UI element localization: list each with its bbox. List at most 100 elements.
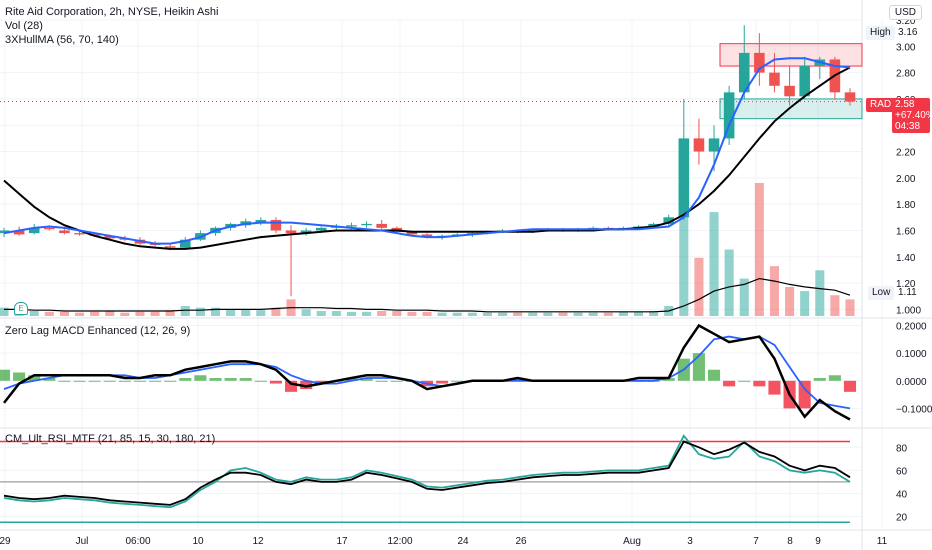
currency-button[interactable]: USD [888,5,922,20]
earnings-icon[interactable]: E [14,302,28,315]
symbol-badge: RAD [866,98,896,112]
legend-rsi: CM_Ult_RSI_MTF (21, 85, 15, 30, 180, 21) [5,433,216,445]
time-tick-label: 06:00 [125,536,150,547]
candle-body [285,230,297,234]
candle-body [738,52,750,93]
volume-bar [785,286,795,316]
candle-body [315,227,327,231]
macd-histogram-bar [118,380,131,382]
macd-histogram-bar [707,369,721,381]
rsi-tick-label: 20 [896,512,908,523]
volume-bar [150,311,160,316]
macd-histogram-bar [103,380,116,382]
candle-body [0,230,10,234]
macd-histogram-bar [451,380,464,382]
macd-histogram-bar [738,380,751,382]
time-tick-label: 7 [753,536,759,547]
hull-fast-line [3,57,851,245]
volume-bar [226,309,236,316]
macd-histogram-bar [149,380,162,382]
candle-body [708,138,720,152]
volume-bar [543,312,553,316]
high-label: High [866,26,895,40]
macd-histogram-bar [798,380,811,409]
volume-bar [769,266,779,316]
time-tick-label: 11 [877,536,888,547]
macd-histogram-bar [28,375,41,381]
high-value: 3.16 [898,27,918,38]
price-tick-label: 2.20 [896,148,916,159]
macd-histogram-bar [194,375,207,381]
macd-histogram-bar [843,380,857,392]
volume-bar [256,310,266,316]
low-value: 1.11 [898,287,917,298]
y-axis: 3.203.002.802.602.402.202.001.801.601.40… [896,16,932,523]
volume-bar [90,311,100,316]
price-tick-label: 3.20 [896,16,916,27]
macd-histogram-bar [828,375,841,381]
price-tick-label: 1.20 [896,279,916,290]
candle-body [270,219,282,231]
price-tick-label: 1.000 [896,305,921,316]
candle-body [104,235,116,239]
candle-body [799,66,810,97]
volume-bar [437,312,447,316]
macd-tick-label: 0.2000 [896,322,927,333]
candle-body [376,223,387,228]
x-axis: 29 Jul 06:00 10 12 17 12:00 24 26 Aug 3 7 8 9 11 [0,536,888,547]
macd-histogram-bar [58,380,71,382]
volume-bar [482,312,492,316]
price-tick-label: 3.00 [896,42,916,53]
volume-ma-line [4,277,851,313]
volume-bar [0,307,9,316]
time-tick-label: 3 [687,536,693,547]
legend-hull: 3XHullMA (56, 70, 140) [5,34,119,46]
macd-tick-label: 0.1000 [896,349,927,360]
volume-bar [210,307,221,316]
volume-bar [588,312,598,316]
candle-body [13,230,25,235]
volume-bar [739,278,749,316]
volume-bar [603,312,613,316]
macd-histogram-bar [164,380,177,382]
volume-bar [679,191,689,316]
macd-histogram-bar [436,380,449,384]
time-tick-label: 24 [457,536,469,547]
volume-bar [649,311,659,316]
price-tick-label: 1.40 [896,253,916,264]
time-tick-label: 12:00 [387,536,412,547]
macd-histogram-bar [753,380,766,387]
macd-histogram-bar [360,378,373,381]
macd-histogram-bar [284,380,298,392]
volume-bar [830,295,840,316]
candle-body [693,138,705,152]
candle-body [346,225,357,227]
macd-histogram-bar [254,380,267,382]
candle-body [663,217,675,224]
volume-bar [195,307,205,316]
volume-bar [346,311,356,316]
macd-histogram-bar [269,380,282,384]
macd-histogram-bar [239,378,252,381]
macd-histogram-bar [179,378,192,381]
volume-bar [452,312,462,316]
volume-bar [377,311,387,316]
rsi-pane [0,434,851,523]
macd-histogram-bar [315,380,328,384]
macd-histogram-bar [300,380,313,390]
volume-bar [59,311,69,316]
volume-bar [392,311,402,316]
volume-bar [800,291,810,316]
macd-histogram-bar [224,378,237,381]
macd-tick-label: 0.0000 [896,377,927,388]
macd-histogram-bar [390,380,403,382]
macd-histogram-bar [662,378,675,381]
time-tick-label: 8 [787,536,793,547]
support-zone [719,98,863,120]
volume-bar [29,311,39,316]
volume-bar [362,311,372,316]
volume-bar [709,212,719,316]
volume-bars [0,183,855,316]
